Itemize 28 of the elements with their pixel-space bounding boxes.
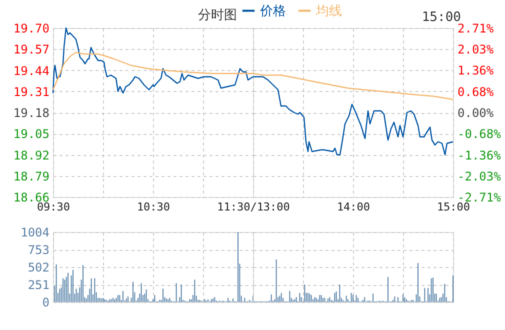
y-tick-label: 18.92 <box>13 148 50 162</box>
y-tick-label: 251 <box>28 278 50 292</box>
y-tick-label: 19.70 <box>13 22 50 36</box>
text: -2.03% <box>458 169 501 184</box>
y-tick-label: 753 <box>28 243 50 257</box>
x-tick-label: 10:30 <box>136 200 170 214</box>
x-tick-label: 09:30 <box>36 200 70 214</box>
text: 0.00% <box>458 106 494 120</box>
x-tick-label: 14:00 <box>336 200 370 214</box>
y-tick-label: 0 <box>42 296 50 310</box>
text: 2.03% <box>458 42 494 57</box>
y-tick-label: 19.31 <box>13 84 50 99</box>
y-tick-label: 19.18 <box>13 106 50 120</box>
text: -0.68% <box>458 127 501 142</box>
y-tick-label: 19.44 <box>13 64 50 78</box>
y-tick-label: 18.79 <box>13 169 50 184</box>
legend-label: 均线 <box>315 4 342 19</box>
text: -1.36% <box>458 148 501 162</box>
x-tick-label: 11:30/13:00 <box>217 200 290 214</box>
y-tick-label: 19.57 <box>13 42 50 57</box>
y-tick-label: 19.05 <box>13 127 50 142</box>
chart-title: 分时图 <box>198 8 237 23</box>
y-tick-label: 1004 <box>20 226 50 240</box>
text: 0.68% <box>458 84 494 99</box>
legend-label: 价格 <box>259 4 286 19</box>
text: 1.36% <box>458 64 494 78</box>
y-tick-label: 502 <box>28 260 50 274</box>
x-tick-label: 15:00 <box>436 200 470 214</box>
